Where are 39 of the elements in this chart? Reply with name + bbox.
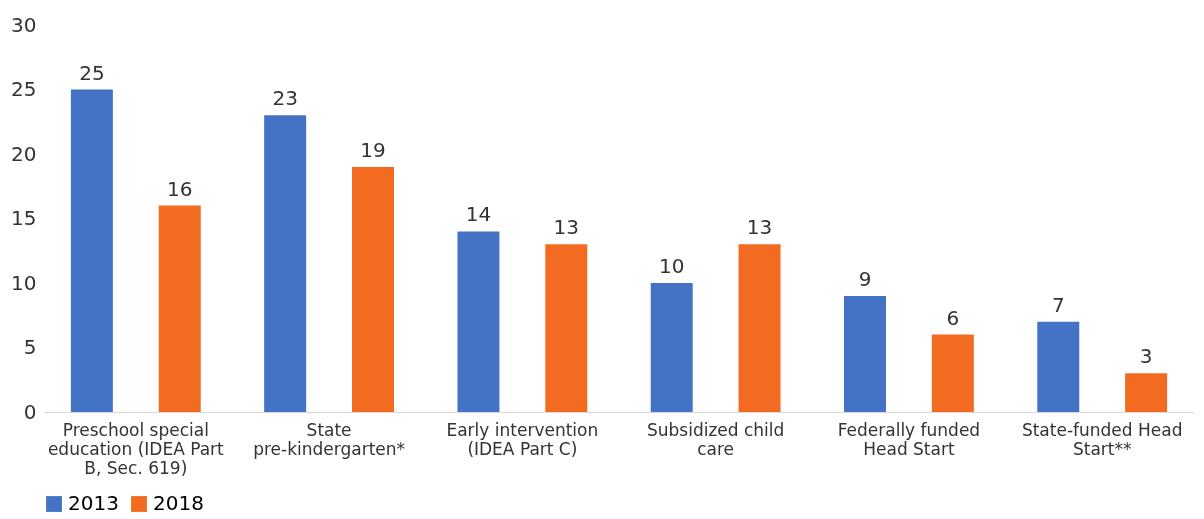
legend-label: 2018 [153, 491, 204, 515]
x-tick-label: State pre-kindergarten* [253, 419, 406, 459]
x-tick-label: Federally funded Head Start [837, 419, 981, 459]
x-tick-label: Subsidized child care [646, 419, 785, 459]
data-label: 16 [167, 176, 193, 201]
y-tick-label: 25 [11, 77, 37, 101]
data-label: 25 [79, 60, 105, 85]
bar [650, 283, 693, 412]
bar [1037, 321, 1080, 412]
data-label: 9 [858, 266, 872, 291]
bar [931, 334, 974, 412]
y-tick-label: 30 [11, 12, 37, 37]
bar [545, 244, 588, 412]
legend-label: 2013 [68, 491, 119, 515]
bar [738, 244, 781, 412]
y-tick-label: 0 [23, 399, 37, 424]
y-tick-label: 15 [11, 206, 37, 230]
data-label: 3 [1139, 344, 1153, 369]
data-label: 19 [360, 137, 386, 162]
data-label: 14 [465, 202, 492, 227]
bar [70, 89, 113, 412]
bar [1125, 373, 1168, 412]
y-tick-label: 5 [23, 335, 37, 359]
y-tick-label: 20 [11, 141, 37, 166]
bar [457, 231, 500, 412]
data-label: 6 [946, 305, 960, 330]
data-label: 7 [1051, 292, 1065, 317]
bar [158, 205, 201, 412]
data-label: 23 [272, 86, 298, 111]
y-tick-label: 10 [11, 270, 37, 295]
bar [352, 166, 395, 412]
bar [843, 295, 886, 412]
data-label: 10 [658, 254, 685, 278]
data-label: 13 [746, 215, 773, 240]
data-label: 13 [553, 215, 580, 240]
x-tick-label: State-funded Head Start** [1021, 419, 1183, 459]
bar [264, 115, 307, 412]
x-tick-label: Preschool special education (IDEA Part B, Sec. 619) [47, 419, 225, 478]
x-tick-label: Early intervention (IDEA Part C) [446, 419, 599, 459]
